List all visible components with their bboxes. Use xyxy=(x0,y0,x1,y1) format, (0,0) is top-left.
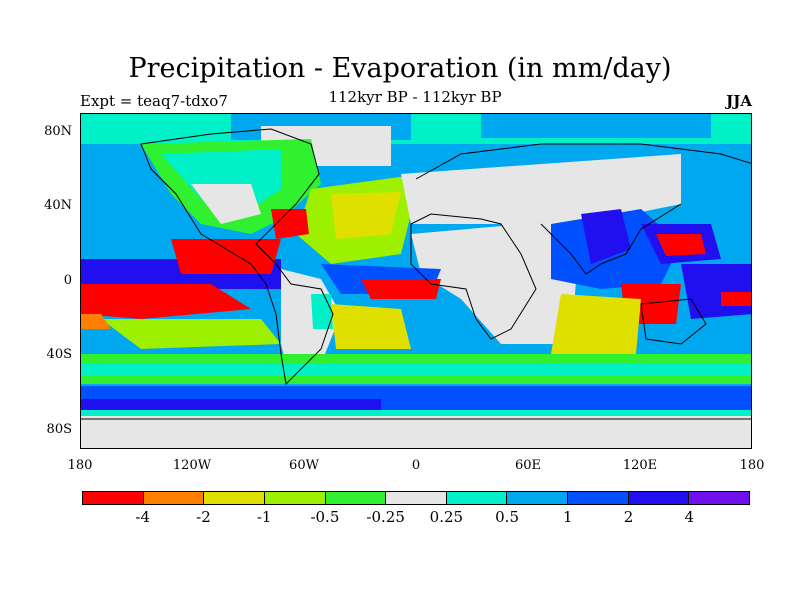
lat-label-80s: 80S xyxy=(46,422,72,437)
map-plot-area xyxy=(80,113,752,449)
colorbar-box-8 xyxy=(568,492,629,504)
colorbar-box-0 xyxy=(83,492,144,504)
colorbar-box-4 xyxy=(325,492,387,504)
colorbar-label-1: -2 xyxy=(196,508,211,526)
colorbar-box-10 xyxy=(689,492,750,504)
chart-title: Precipitation - Evaporation (in mm/day) xyxy=(128,53,672,84)
lon-label-180w: 180 xyxy=(67,458,93,473)
colorbar-box-2 xyxy=(204,492,265,504)
colorbar-label-0: -4 xyxy=(135,508,151,526)
colorbar-box-6 xyxy=(446,492,508,504)
lon-label-60w: 60W xyxy=(289,458,319,473)
colorbar-label-9: 4 xyxy=(684,508,695,526)
lon-label-180e: 180 xyxy=(739,458,765,473)
colorbar-box-9 xyxy=(628,492,690,504)
lat-label-80n: 80N xyxy=(44,124,72,139)
chart-subtitle: 112kyr BP - 112kyr BP xyxy=(328,88,502,106)
experiment-label: Expt = teaq7-tdxo7 xyxy=(80,92,228,110)
colorbar-label-5: 0.25 xyxy=(429,508,464,526)
colorbar-label-3: -0.5 xyxy=(310,508,340,526)
colorbar-label-2: -1 xyxy=(256,508,272,526)
lon-label-120e: 120E xyxy=(622,458,658,473)
colorbar xyxy=(82,491,750,505)
colorbar-box-7 xyxy=(507,492,569,504)
lon-label-120w: 120W xyxy=(172,458,212,473)
season-label: JJA xyxy=(726,92,752,110)
colorbar-label-7: 1 xyxy=(563,508,573,526)
colorbar-label-6: 0.5 xyxy=(495,508,519,526)
lon-label-0: 0 xyxy=(411,458,421,473)
lat-label-0: 0 xyxy=(63,273,72,288)
colorbar-label-8: 2 xyxy=(623,508,634,526)
colorbar-box-3 xyxy=(264,492,326,504)
lon-label-60e: 60E xyxy=(514,458,542,473)
colorbar-box-1 xyxy=(143,492,205,504)
precip-evap-field xyxy=(81,114,751,448)
colorbar-label-4: -0.25 xyxy=(366,508,405,526)
colorbar-box-5 xyxy=(386,492,447,504)
lat-label-40n: 40N xyxy=(44,198,72,213)
lat-label-40s: 40S xyxy=(46,347,72,362)
